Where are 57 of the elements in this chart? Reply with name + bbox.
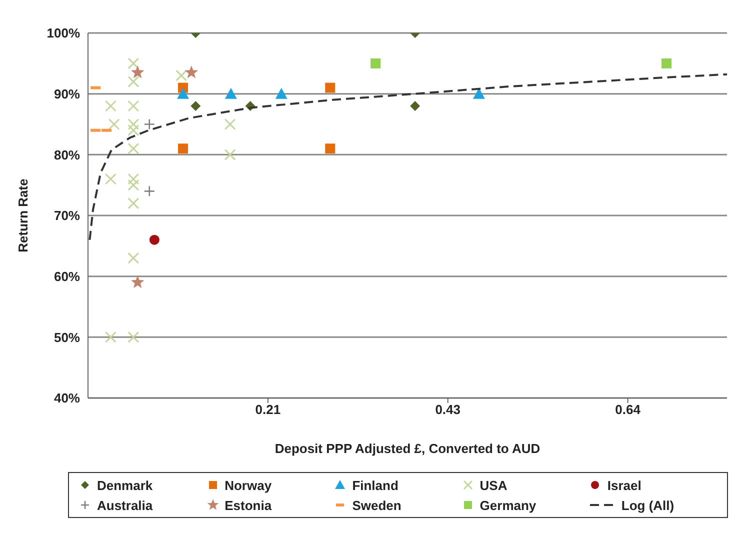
point <box>149 234 160 245</box>
x-tick-label: 0.64 <box>615 402 642 418</box>
point <box>190 101 201 111</box>
point <box>128 252 140 264</box>
legend-label: Denmark <box>97 478 153 492</box>
point <box>176 70 188 82</box>
y-tick-label: 50% <box>54 330 80 345</box>
y-axis-title: Return Rate <box>16 178 31 252</box>
legend-label: Estonia <box>224 498 272 512</box>
point <box>128 118 140 130</box>
point <box>177 88 190 99</box>
point <box>128 198 140 210</box>
y-tick-label: 60% <box>54 268 80 284</box>
point <box>128 76 140 88</box>
point <box>370 58 381 68</box>
point <box>184 66 198 78</box>
point <box>144 186 156 197</box>
point <box>128 124 140 136</box>
point <box>325 82 336 93</box>
point <box>661 58 672 68</box>
point <box>128 58 140 70</box>
point <box>128 173 140 185</box>
point <box>128 331 140 343</box>
point <box>144 118 156 130</box>
y-tick-label: 80% <box>54 147 80 162</box>
y-tick-label: 90% <box>54 86 80 102</box>
y-tick-label: 40% <box>54 390 80 406</box>
point <box>108 118 120 130</box>
legend-label: Finland <box>352 478 398 492</box>
x-axis-title: Deposit PPP Adjusted £, Converted to AUD <box>274 441 540 456</box>
point <box>128 179 140 191</box>
legend-label: Norway <box>224 478 272 492</box>
legend-label: Australia <box>97 498 153 512</box>
legend-label: Germany <box>480 498 536 512</box>
legend-label: Log (All) <box>621 498 674 512</box>
point <box>104 173 116 185</box>
point <box>325 144 336 154</box>
x-tick-label: 0.21 <box>255 402 281 418</box>
point <box>130 66 144 78</box>
point <box>104 100 116 112</box>
legend-label: Sweden <box>352 498 402 512</box>
point <box>104 331 116 343</box>
point <box>410 101 420 111</box>
point <box>224 88 237 99</box>
point <box>128 142 140 154</box>
y-tick-label: 100% <box>46 26 80 41</box>
point <box>178 144 188 154</box>
y-tick-label: 70% <box>54 208 80 224</box>
point <box>130 275 144 288</box>
point <box>128 100 140 112</box>
line-series <box>88 73 727 241</box>
point <box>275 88 288 99</box>
x-tick-label: 0.43 <box>435 402 461 418</box>
point <box>224 148 236 160</box>
legend-label: Israel <box>607 478 642 492</box>
point <box>224 118 236 130</box>
legend-label: USA <box>480 478 508 492</box>
